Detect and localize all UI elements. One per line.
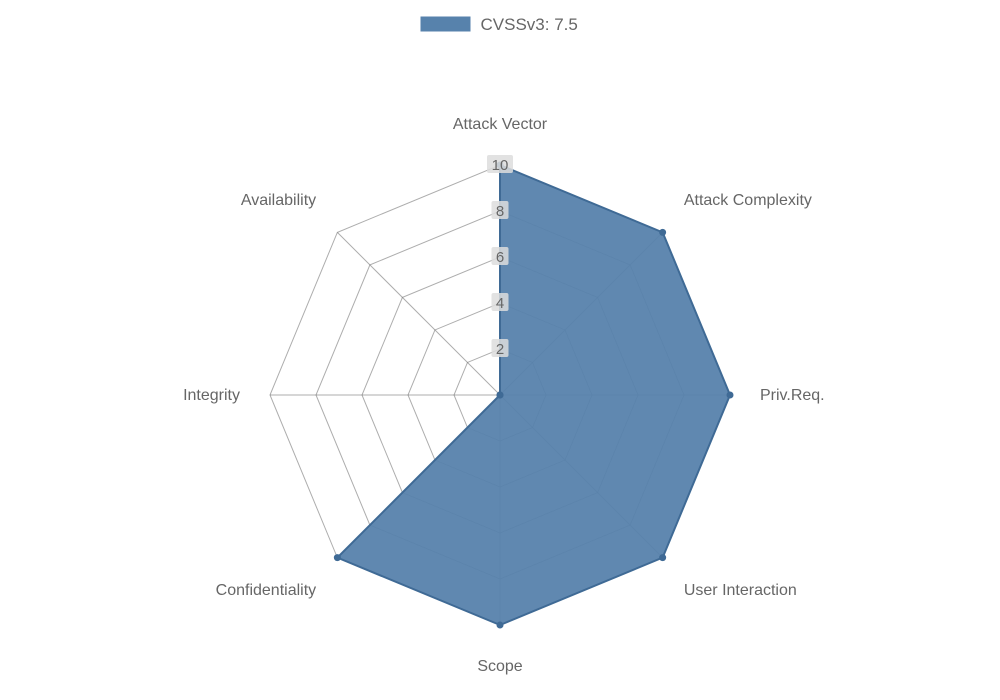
axis-label: User Interaction bbox=[684, 582, 797, 599]
scale-tick-label: 6 bbox=[496, 249, 504, 266]
scale-tick-label: 2 bbox=[496, 341, 504, 358]
scale-tick-label: 8 bbox=[496, 203, 504, 220]
axis-label: Priv.Req. bbox=[760, 387, 825, 404]
scale-tick-label: 4 bbox=[496, 295, 504, 312]
chart-legend: CVSSv3: 7.5 bbox=[421, 15, 578, 34]
axis-label: Integrity bbox=[183, 387, 240, 404]
axis-label: Attack Vector bbox=[453, 116, 548, 133]
radar-point bbox=[659, 554, 666, 561]
legend-swatch bbox=[421, 17, 471, 32]
radar-point bbox=[497, 392, 504, 399]
radar-point bbox=[497, 622, 504, 629]
axis-label: Scope bbox=[477, 658, 522, 675]
radar-point bbox=[727, 392, 734, 399]
legend-label: CVSSv3: 7.5 bbox=[481, 15, 578, 34]
radar-chart: 2 4 6 8 10 Attack Vector Attack Complexity Priv… bbox=[0, 0, 1000, 700]
axis-label: Attack Complexity bbox=[684, 192, 812, 209]
radar-point bbox=[659, 229, 666, 236]
radar-spoke bbox=[337, 232, 500, 395]
scale-tick-label: 10 bbox=[492, 157, 509, 174]
axis-label: Confidentiality bbox=[216, 582, 317, 599]
radar-point bbox=[334, 554, 341, 561]
axis-label: Availability bbox=[241, 192, 316, 209]
